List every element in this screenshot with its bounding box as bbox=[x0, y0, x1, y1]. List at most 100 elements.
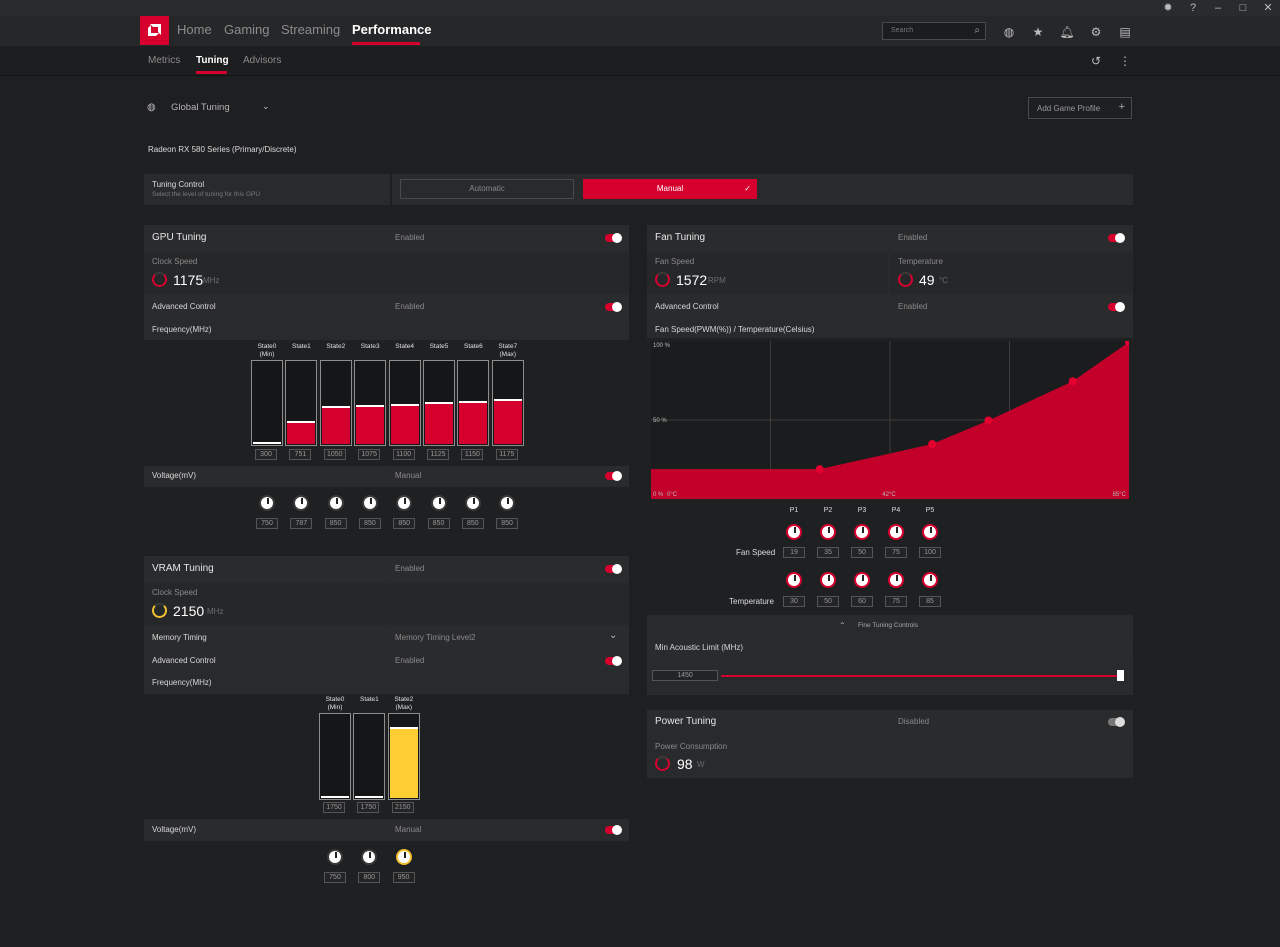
temperature-knob[interactable] bbox=[888, 572, 904, 588]
fan-speed-knob[interactable] bbox=[786, 524, 802, 540]
acoustic-limit-input[interactable]: 1450 bbox=[652, 670, 718, 681]
temperature-knob[interactable] bbox=[922, 572, 938, 588]
vram-voltage-knob[interactable] bbox=[395, 849, 412, 865]
acoustic-limit-slider-handle[interactable] bbox=[1117, 670, 1124, 681]
temperature-knob[interactable] bbox=[786, 572, 802, 588]
layout-icon[interactable]: ▤ bbox=[1119, 25, 1131, 39]
acoustic-limit-slider-track[interactable] bbox=[721, 675, 1121, 677]
temperature-point-value[interactable]: 75 bbox=[885, 596, 907, 607]
manual-button[interactable]: Manual ✓ bbox=[583, 179, 757, 199]
fine-tuning-controls-link[interactable]: Fine Tuning Controls bbox=[858, 622, 918, 629]
gpu-advanced-toggle[interactable] bbox=[605, 302, 622, 312]
gpu-frequency-bar[interactable] bbox=[319, 360, 352, 446]
vram-tuning-toggle[interactable] bbox=[605, 564, 622, 574]
gpu-frequency-bar[interactable] bbox=[251, 360, 283, 446]
vram-frequency-value[interactable]: 2150 bbox=[391, 802, 414, 813]
gpu-voltage-knob[interactable] bbox=[327, 495, 344, 511]
nav-home[interactable]: Home bbox=[177, 22, 212, 37]
temperature-point-value[interactable]: 50 bbox=[817, 596, 839, 607]
chevron-down-icon[interactable]: ⌄ bbox=[262, 101, 270, 111]
more-options-icon[interactable]: ⋮ bbox=[1119, 54, 1131, 68]
help-icon[interactable]: ? bbox=[1189, 2, 1197, 14]
globe-icon[interactable]: ◍ bbox=[1003, 25, 1015, 39]
gpu-frequency-bar[interactable] bbox=[457, 360, 490, 446]
vram-frequency-bar[interactable] bbox=[387, 713, 420, 800]
gpu-voltage-value[interactable]: 850 bbox=[324, 518, 347, 529]
automatic-button[interactable]: Automatic bbox=[400, 179, 574, 199]
temperature-point-value[interactable]: 60 bbox=[851, 596, 873, 607]
tab-tuning[interactable]: Tuning bbox=[196, 55, 229, 66]
vram-frequency-value[interactable]: 1750 bbox=[323, 802, 345, 813]
gpu-frequency-value[interactable]: 1100 bbox=[392, 449, 415, 460]
gpu-frequency-bar[interactable] bbox=[423, 360, 455, 446]
gpu-frequency-bar[interactable] bbox=[388, 360, 421, 446]
temperature-knob[interactable] bbox=[820, 572, 836, 588]
gpu-frequency-value[interactable]: 1175 bbox=[495, 449, 518, 460]
fan-speed-point-value[interactable]: 19 bbox=[783, 547, 805, 558]
maximize-icon[interactable]: □ bbox=[1239, 2, 1247, 14]
star-icon[interactable]: ★ bbox=[1032, 25, 1044, 39]
gpu-voltage-knob[interactable] bbox=[499, 495, 516, 511]
gpu-voltage-knob[interactable] bbox=[361, 495, 378, 511]
vram-voltage-value[interactable]: 800 bbox=[358, 872, 381, 883]
temperature-knob[interactable] bbox=[854, 572, 870, 588]
chevron-up-icon[interactable]: ⌃ bbox=[839, 621, 846, 630]
fan-advanced-toggle[interactable] bbox=[1108, 302, 1125, 312]
gpu-voltage-value[interactable]: 750 bbox=[256, 518, 278, 529]
gear-icon[interactable]: ⚙ bbox=[1090, 25, 1102, 39]
memory-timing-select[interactable]: Memory Timing Level2 bbox=[395, 633, 476, 642]
gpu-voltage-knob[interactable] bbox=[259, 495, 275, 511]
vram-voltage-value[interactable]: 750 bbox=[324, 872, 346, 883]
fan-speed-knob[interactable] bbox=[820, 524, 836, 540]
fan-curve-point[interactable] bbox=[1068, 377, 1077, 386]
fan-tuning-toggle[interactable] bbox=[1108, 233, 1125, 243]
nav-streaming[interactable]: Streaming bbox=[281, 22, 341, 37]
gpu-voltage-value[interactable]: 850 bbox=[358, 518, 381, 529]
gpu-frequency-value[interactable]: 751 bbox=[289, 449, 312, 460]
gpu-frequency-value[interactable]: 1050 bbox=[323, 449, 346, 460]
profile-select[interactable]: Global Tuning bbox=[171, 102, 230, 113]
gpu-voltage-value[interactable]: 850 bbox=[461, 518, 484, 529]
gpu-frequency-bar[interactable] bbox=[285, 360, 318, 446]
close-icon[interactable]: ✕ bbox=[1263, 2, 1273, 14]
fan-speed-point-value[interactable]: 50 bbox=[851, 547, 873, 558]
vram-voltage-knob[interactable] bbox=[327, 849, 343, 865]
gpu-voltage-toggle[interactable] bbox=[605, 471, 622, 481]
fan-curve-point[interactable] bbox=[928, 440, 937, 449]
add-game-profile-button[interactable]: Add Game Profile + bbox=[1028, 97, 1132, 119]
vram-frequency-value[interactable]: 1750 bbox=[357, 802, 380, 813]
amd-logo[interactable] bbox=[140, 16, 169, 45]
gpu-frequency-value[interactable]: 1125 bbox=[427, 449, 449, 460]
fan-speed-point-value[interactable]: 100 bbox=[919, 547, 941, 558]
gpu-frequency-value[interactable]: 300 bbox=[255, 449, 277, 460]
fan-speed-knob[interactable] bbox=[854, 524, 870, 540]
gpu-voltage-value[interactable]: 787 bbox=[290, 518, 313, 529]
gpu-voltage-knob[interactable] bbox=[396, 495, 413, 511]
gpu-frequency-bar[interactable] bbox=[354, 360, 387, 446]
bug-icon[interactable]: ✹ bbox=[1163, 2, 1173, 14]
fan-curve-point[interactable] bbox=[815, 465, 824, 474]
vram-frequency-bar[interactable] bbox=[353, 713, 386, 800]
vram-voltage-value[interactable]: 950 bbox=[392, 872, 415, 883]
fan-speed-knob[interactable] bbox=[888, 524, 904, 540]
gpu-tuning-toggle[interactable] bbox=[605, 233, 622, 243]
temperature-point-value[interactable]: 85 bbox=[919, 596, 941, 607]
vram-frequency-bar[interactable] bbox=[319, 713, 351, 800]
vram-advanced-toggle[interactable] bbox=[605, 656, 622, 666]
fan-speed-point-value[interactable]: 35 bbox=[817, 547, 839, 558]
memory-timing-chevron-icon[interactable]: ⌄ bbox=[609, 630, 618, 641]
fan-speed-point-value[interactable]: 75 bbox=[885, 547, 907, 558]
gpu-frequency-value[interactable]: 1150 bbox=[461, 449, 484, 460]
search-input[interactable]: Search ⌕ bbox=[882, 22, 986, 40]
tab-metrics[interactable]: Metrics bbox=[148, 55, 181, 66]
gpu-voltage-knob[interactable] bbox=[293, 495, 310, 511]
gpu-voltage-value[interactable]: 850 bbox=[427, 518, 450, 529]
bell-icon[interactable]: 🔔︎ bbox=[1059, 25, 1075, 39]
vram-voltage-toggle[interactable] bbox=[605, 825, 622, 835]
nav-gaming[interactable]: Gaming bbox=[224, 22, 270, 37]
gpu-voltage-knob[interactable] bbox=[430, 495, 447, 511]
nav-performance[interactable]: Performance bbox=[352, 22, 432, 37]
gpu-voltage-value[interactable]: 850 bbox=[496, 518, 519, 529]
reset-icon[interactable]: ↺ bbox=[1090, 54, 1102, 68]
power-tuning-toggle[interactable] bbox=[1108, 717, 1125, 727]
